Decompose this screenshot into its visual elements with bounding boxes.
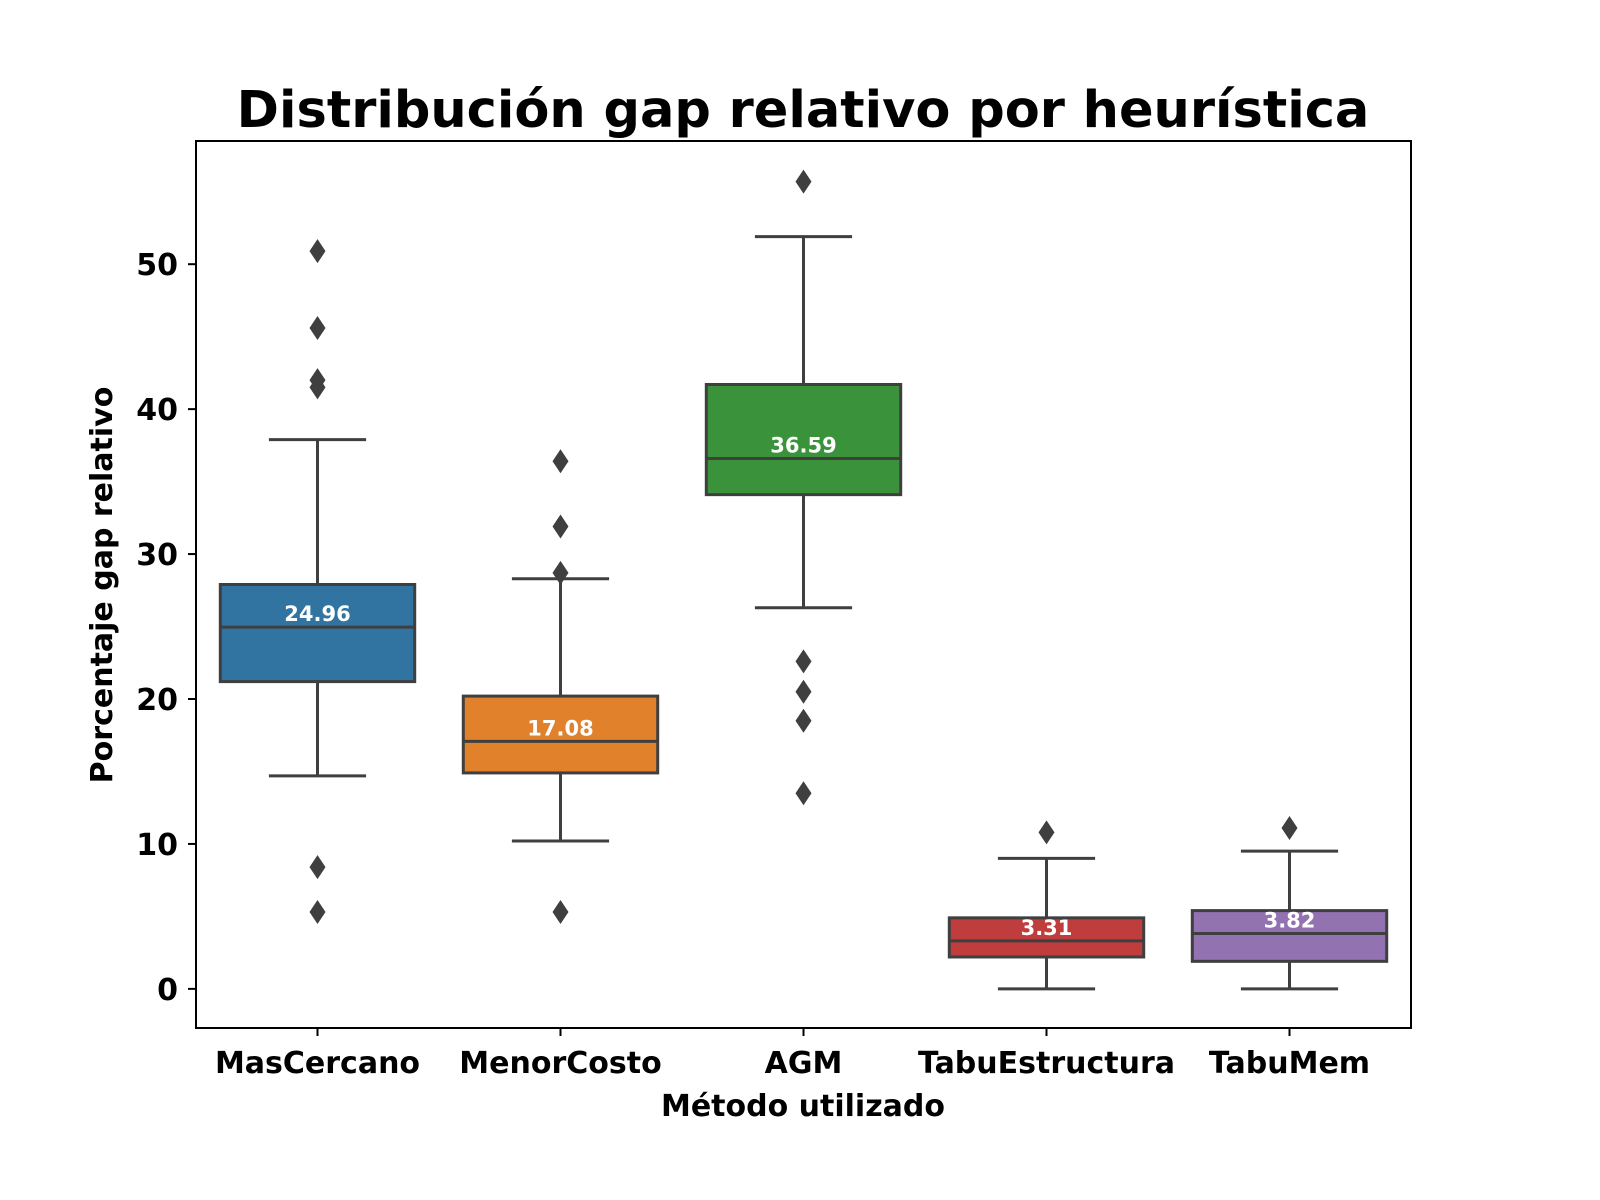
box-group-TabuEstructura: 3.31 <box>947 820 1146 991</box>
box-group-TabuMem: 3.82 <box>1190 815 1389 991</box>
plot-area: 24.96 17.08 36.59 3.31 3.82 <box>218 169 1389 991</box>
median-label: 24.96 <box>284 602 350 626</box>
outlier-point <box>795 679 812 704</box>
y-tick-label: 0 <box>157 973 178 1008</box>
outlier-point <box>309 368 326 393</box>
outlier-point <box>309 855 326 880</box>
outlier-point <box>309 900 326 925</box>
median-label: 17.08 <box>527 716 593 740</box>
x-tick-label: TabuEstructura <box>918 1046 1175 1081</box>
y-tick-label: 40 <box>136 393 178 428</box>
x-tick-label: TabuMem <box>1209 1046 1370 1081</box>
outlier-point <box>309 239 326 264</box>
outlier-point <box>552 560 569 585</box>
box-TabuMem <box>1190 909 1389 963</box>
outlier-point <box>552 900 569 925</box>
y-tick-label: 10 <box>136 828 178 863</box>
outlier-point <box>795 649 812 674</box>
y-tick-label: 20 <box>136 683 178 718</box>
y-tick-label: 50 <box>136 248 178 283</box>
y-axis-label: Porcentaje gap relativo <box>85 387 120 784</box>
median-label: 36.59 <box>770 434 836 458</box>
x-axis-label: Método utilizado <box>661 1089 945 1124</box>
median-label: 3.82 <box>1264 909 1316 933</box>
box-group-MenorCosto: 17.08 <box>461 449 660 925</box>
box-TabuEstructura <box>947 916 1146 959</box>
outlier-point <box>1038 820 1055 845</box>
outlier-point <box>795 781 812 806</box>
outlier-point <box>795 169 812 194</box>
outlier-point <box>1281 815 1298 840</box>
box-MenorCosto <box>461 694 660 775</box>
x-tick-label: MasCercano <box>215 1046 420 1081</box>
box-group-MasCercano: 24.96 <box>218 239 417 925</box>
x-tick-label: AGM <box>765 1046 843 1081</box>
median-label: 3.31 <box>1021 916 1073 940</box>
box-AGM <box>704 382 903 497</box>
outlier-point <box>795 708 812 733</box>
chart-title: Distribución gap relativo por heurística <box>237 81 1370 140</box>
outlier-point <box>552 449 569 474</box>
x-tick-label: MenorCosto <box>459 1046 661 1081</box>
box-MasCercano <box>218 583 417 684</box>
outlier-point <box>552 514 569 539</box>
y-tick-label: 30 <box>136 538 178 573</box>
outlier-point <box>309 315 326 340</box>
box-group-AGM: 36.59 <box>704 169 903 806</box>
